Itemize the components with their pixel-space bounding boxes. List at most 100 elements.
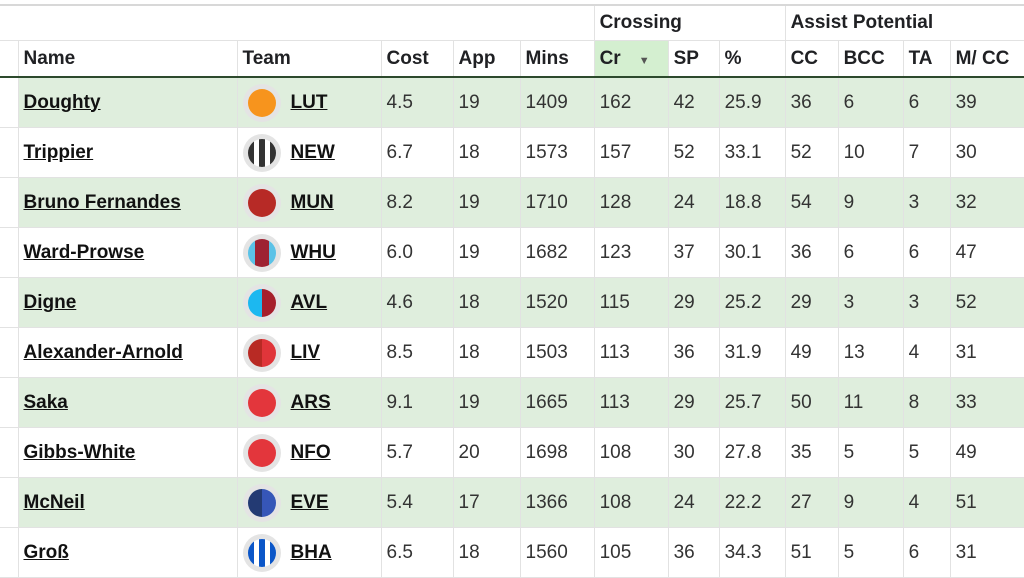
team-link[interactable]: ARS — [290, 391, 331, 413]
sp-cell: 29 — [668, 377, 720, 428]
cr-cell: 113 — [594, 327, 669, 378]
player-name-link[interactable]: Gibbs-White — [23, 441, 136, 463]
player-name-link[interactable]: Doughty — [23, 91, 101, 113]
mins-cell: 1409 — [520, 77, 595, 128]
column-header-app[interactable]: App — [453, 40, 521, 78]
cost-cell: 4.5 — [381, 77, 454, 128]
team-link[interactable]: BHA — [290, 541, 332, 563]
player-name-link[interactable]: Digne — [23, 291, 77, 313]
pct-cell: 34.3 — [719, 527, 786, 578]
cr-cell: 115 — [594, 277, 669, 328]
mins-cell: 1682 — [520, 227, 595, 278]
column-header-cost[interactable]: Cost — [381, 40, 454, 78]
bcc-cell: 11 — [838, 377, 904, 428]
mins-cell: 1698 — [520, 427, 595, 478]
column-header-cr[interactable]: Cr ▼ — [594, 40, 669, 78]
ta-cell: 6 — [903, 77, 951, 128]
bcc-cell: 6 — [838, 77, 904, 128]
mcc-cell: 39 — [950, 77, 1024, 128]
mins-cell: 1710 — [520, 177, 595, 228]
team-link[interactable]: EVE — [290, 491, 329, 513]
cost-cell: 4.6 — [381, 277, 454, 328]
player-name-cell: Trippier — [18, 127, 238, 178]
app-cell: 19 — [453, 77, 521, 128]
pct-cell: 22.2 — [719, 477, 786, 528]
team-link[interactable]: AVL — [290, 291, 328, 313]
bcc-cell: 6 — [838, 227, 904, 278]
sp-cell: 30 — [668, 427, 720, 478]
cc-cell: 27 — [785, 477, 839, 528]
ta-cell: 4 — [903, 477, 951, 528]
column-header-sp[interactable]: SP — [668, 40, 720, 78]
player-name-link[interactable]: Ward-Prowse — [23, 241, 145, 263]
app-cell: 18 — [453, 327, 521, 378]
cr-cell: 108 — [594, 427, 669, 478]
column-header-row: Name Team Cost App Mins Cr ▼ SP% CC BCC TA M/ CC — [0, 40, 1024, 78]
row-gutter — [0, 227, 19, 278]
pct-cell: 31.9 — [719, 327, 786, 378]
mcc-cell: 32 — [950, 177, 1024, 228]
column-header-bcc[interactable]: BCC — [838, 40, 904, 78]
cc-cell: 49 — [785, 327, 839, 378]
player-name-link[interactable]: Groß — [23, 541, 69, 563]
mcc-cell: 47 — [950, 227, 1024, 278]
mins-cell: 1665 — [520, 377, 595, 428]
column-header-label: % — [724, 47, 742, 69]
column-header-team[interactable]: Team — [237, 40, 382, 78]
column-header-[interactable]: % — [719, 40, 786, 78]
team-badge-icon — [242, 183, 281, 222]
team-link[interactable]: LUT — [290, 91, 328, 113]
table-row: Doughty LUT 4.5 19 1409 162 42 25.9 36 6 6 39 — [0, 77, 1024, 128]
column-header-label: App — [458, 47, 496, 69]
player-name-link[interactable]: Trippier — [23, 141, 94, 163]
team-link[interactable]: WHU — [290, 241, 336, 263]
app-cell: 18 — [453, 127, 521, 178]
sort-descending-icon[interactable]: ▼ — [638, 54, 650, 67]
column-header-label: CC — [790, 47, 819, 69]
team-link[interactable]: MUN — [290, 191, 334, 213]
ta-cell: 7 — [903, 127, 951, 178]
bcc-cell: 9 — [838, 177, 904, 228]
column-header-label: Cr — [599, 47, 621, 69]
team-link[interactable]: NEW — [290, 141, 335, 163]
team-cell: NEW — [237, 127, 382, 178]
player-name-link[interactable]: Bruno Fernandes — [23, 191, 181, 213]
column-header-name[interactable]: Name — [18, 40, 238, 78]
column-header-label: TA — [908, 47, 933, 69]
column-header-mins[interactable]: Mins — [520, 40, 595, 78]
mins-cell: 1366 — [520, 477, 595, 528]
column-header-label: Name — [23, 47, 76, 69]
player-name-link[interactable]: Alexander-Arnold — [23, 341, 183, 363]
pct-cell: 27.8 — [719, 427, 786, 478]
player-name-cell: Ward-Prowse — [18, 227, 238, 278]
sp-cell: 37 — [668, 227, 720, 278]
column-header-mcc[interactable]: M/ CC — [950, 40, 1024, 78]
column-header-cc[interactable]: CC — [785, 40, 839, 78]
row-gutter — [0, 77, 19, 128]
app-cell: 19 — [453, 227, 521, 278]
cc-cell: 50 — [785, 377, 839, 428]
column-header-label: M/ CC — [955, 47, 1010, 69]
player-name-cell: Groß — [18, 527, 238, 578]
cc-cell: 52 — [785, 127, 839, 178]
team-cell: LIV — [237, 327, 382, 378]
bcc-cell: 3 — [838, 277, 904, 328]
cc-cell: 35 — [785, 427, 839, 478]
player-name-cell: Saka — [18, 377, 238, 428]
column-header-label: Cost — [386, 47, 429, 69]
team-cell: ARS — [237, 377, 382, 428]
player-name-link[interactable]: McNeil — [23, 491, 85, 513]
cost-cell: 5.7 — [381, 427, 454, 478]
ta-cell: 5 — [903, 427, 951, 478]
player-name-cell: Alexander-Arnold — [18, 327, 238, 378]
team-link[interactable]: NFO — [290, 441, 331, 463]
cost-cell: 9.1 — [381, 377, 454, 428]
player-name-link[interactable]: Saka — [23, 391, 68, 413]
table-row: Saka ARS 9.1 19 1665 113 29 25.7 50 11 8 33 — [0, 377, 1024, 428]
column-header-ta[interactable]: TA — [903, 40, 951, 78]
cc-cell: 54 — [785, 177, 839, 228]
team-link[interactable]: LIV — [290, 341, 321, 363]
row-gutter — [0, 377, 19, 428]
team-badge-icon — [242, 483, 281, 522]
team-cell: LUT — [237, 77, 382, 128]
